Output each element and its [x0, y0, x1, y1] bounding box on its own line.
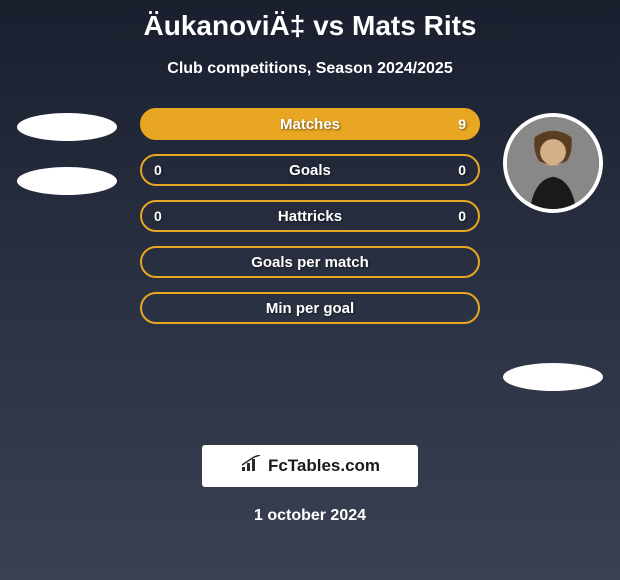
left-player-col: [12, 108, 122, 221]
stat-label: Goals per match: [251, 254, 369, 271]
brand-text: FcTables.com: [268, 456, 380, 476]
stat-row-goals-per-match: Goals per match: [140, 246, 480, 278]
stat-row-goals: 0 Goals 0: [140, 154, 480, 186]
stat-right-value: 0: [458, 162, 466, 178]
brand-badge[interactable]: FcTables.com: [202, 445, 418, 487]
chart-icon: [240, 455, 262, 478]
right-ellipse: [503, 363, 603, 391]
page-subtitle: Club competitions, Season 2024/2025: [0, 60, 620, 78]
stat-label: Matches: [280, 116, 340, 133]
left-ellipse-2: [17, 167, 117, 195]
person-icon: [507, 117, 599, 209]
left-ellipse-1: [17, 113, 117, 141]
stat-left-value: 0: [154, 162, 162, 178]
stat-right-value: 0: [458, 208, 466, 224]
stat-label: Hattricks: [278, 208, 342, 225]
stat-left-value: 0: [154, 208, 162, 224]
stat-label: Min per goal: [266, 300, 354, 317]
main-area: Matches 9 0 Goals 0 0 Hattricks 0 Goals …: [0, 108, 620, 417]
right-player-col: [498, 108, 608, 417]
stat-row-min-per-goal: Min per goal: [140, 292, 480, 324]
page-title: ÄukanoviÄ‡ vs Mats Rits: [0, 10, 620, 42]
player-avatar-right: [503, 113, 603, 213]
comparison-card: ÄukanoviÄ‡ vs Mats Rits Club competition…: [0, 0, 620, 525]
stat-label: Goals: [289, 162, 331, 179]
stat-right-value: 9: [458, 116, 466, 132]
date-label: 1 october 2024: [0, 507, 620, 525]
stat-row-matches: Matches 9: [140, 108, 480, 140]
stats-column: Matches 9 0 Goals 0 0 Hattricks 0 Goals …: [140, 108, 480, 324]
stat-row-hattricks: 0 Hattricks 0: [140, 200, 480, 232]
